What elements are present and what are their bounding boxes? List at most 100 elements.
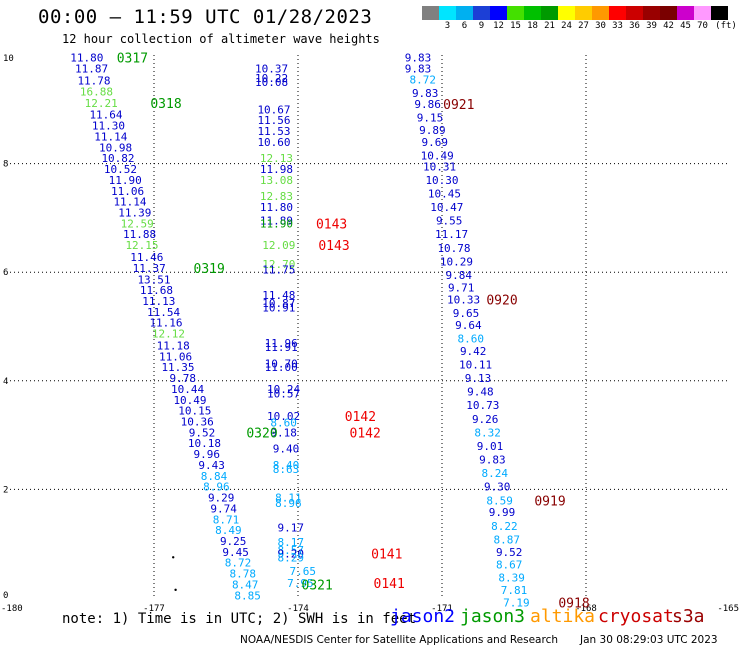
scale-label: 9	[478, 21, 485, 31]
scale-swatch	[694, 6, 711, 20]
data-point-label: 9.01	[477, 440, 504, 453]
data-point-label: 9.84	[446, 269, 473, 282]
data-point-label: 11.37	[133, 262, 166, 275]
scale-swatch	[575, 6, 592, 20]
data-point-label: 11.06	[111, 185, 144, 198]
x-tick-label: -180	[1, 604, 23, 614]
data-point-label: 12.21	[85, 97, 118, 110]
y-tick-label: 2	[3, 485, 8, 495]
y-tick-label: 0	[3, 591, 8, 601]
data-point-label: 8.96	[275, 497, 302, 510]
data-point-label: 11.88	[123, 228, 156, 241]
data-point-label: 11.53	[257, 125, 290, 138]
data-point-label: 10.47	[430, 201, 463, 214]
data-point-label: 8.71	[213, 513, 240, 526]
data-point-label: 10.44	[171, 383, 204, 396]
data-point-label: 8.72	[225, 557, 252, 570]
data-point-label: 9.18	[270, 426, 297, 439]
data-point-label: 9.25	[220, 535, 247, 548]
data-point-label: 8.87	[494, 533, 521, 546]
scale-swatch	[677, 6, 694, 20]
data-point-label: 10.30	[425, 174, 458, 187]
data-point-label: 11.35	[161, 361, 194, 374]
data-point-label: 8.60	[270, 417, 297, 430]
data-point-label: 12.70	[262, 258, 295, 271]
data-point-label: 10.36	[181, 416, 214, 429]
data-point-label: 10.22	[255, 72, 288, 85]
scale-swatch	[490, 6, 507, 20]
data-point-label: 8.78	[230, 568, 257, 581]
color-scale-labels: 3 6 9 12 15 18 21 24 27 30 33 36 39 42 45 70 (ft)	[422, 20, 737, 32]
data-point-label: 9.52	[496, 546, 523, 559]
data-point-label: 9.69	[422, 136, 449, 149]
point-marker	[172, 556, 175, 559]
data-point-label: 11.75	[262, 263, 295, 276]
data-point-label: 10.87	[262, 297, 295, 310]
data-point-label: 10.82	[101, 152, 134, 165]
data-point-label: 13.51	[137, 273, 170, 286]
data-point-label: 9.78	[170, 372, 197, 385]
pass-time-label: 0319	[194, 262, 225, 277]
pass-time-label: 0920	[486, 293, 517, 308]
data-point-label: 11.00	[265, 361, 298, 374]
data-point-label: 8.39	[498, 571, 525, 584]
data-point-label: 9.13	[465, 372, 492, 385]
scale-label: 70	[697, 21, 708, 31]
y-tick-label: 10	[3, 54, 14, 64]
data-point-label: 10.33	[447, 293, 480, 306]
data-point-label: 9.43	[198, 459, 225, 472]
data-point-label: 10.31	[423, 160, 456, 173]
data-point-label: 10.18	[188, 437, 221, 450]
data-point-label: 11.91	[265, 341, 298, 354]
legend-s3a: s3a	[672, 606, 705, 627]
data-point-label: 9.20	[278, 547, 305, 560]
scale-label: 42	[663, 21, 674, 31]
data-point-label: 7.65	[290, 565, 317, 578]
data-point-label: 9.29	[208, 492, 235, 505]
data-point-label: 9.99	[489, 506, 516, 519]
data-point-label: 11.64	[89, 109, 122, 122]
scale-swatch	[473, 6, 490, 20]
scale-swatch	[507, 6, 524, 20]
data-point-label: 12.09	[262, 239, 295, 252]
data-point-label: 11.80	[260, 201, 293, 214]
scale-label: 6	[461, 21, 468, 31]
data-point-label: 8.24	[482, 467, 509, 480]
data-point-label: 9.65	[453, 307, 480, 320]
data-point-label: 11.13	[142, 295, 175, 308]
data-point-label: 8.17	[278, 536, 305, 549]
data-point-label: 10.29	[440, 255, 473, 268]
data-point-label: 7.81	[501, 584, 528, 597]
data-point-label: 9.42	[460, 345, 487, 358]
scale-swatch	[711, 6, 728, 20]
data-point-label: 11.14	[94, 130, 127, 143]
data-point-label: 9.15	[417, 111, 444, 124]
scale-label: 27	[578, 21, 589, 31]
data-point-label: 11.90	[260, 217, 293, 230]
legend-jason3: jason3	[460, 606, 526, 627]
data-point-label: 9.64	[455, 319, 482, 332]
pass-time-label: 0142	[350, 426, 381, 441]
data-point-label: 8.32	[474, 426, 501, 439]
data-point-label: 9.83	[479, 454, 506, 467]
x-tick-label: -174	[287, 604, 309, 614]
pass-time-label: 0143	[316, 217, 347, 232]
x-tick-label: -171	[431, 604, 453, 614]
data-point-label: 10.08	[255, 76, 288, 89]
point-marker	[174, 588, 177, 592]
data-point-label: 12.15	[125, 239, 158, 252]
scale-swatch	[422, 6, 439, 20]
data-point-label: 11.98	[260, 163, 293, 176]
pass-time-label: 0321	[302, 578, 333, 593]
x-tick-label: -165	[717, 604, 739, 614]
x-tick-label: -168	[575, 604, 597, 614]
pass-time-label: 0143	[318, 239, 349, 254]
pass-time-label: 0141	[371, 547, 402, 562]
x-tick-label: -177	[143, 604, 165, 614]
data-point-label: 9.74	[210, 502, 237, 515]
scale-swatch	[558, 6, 575, 20]
data-point-label: 9.17	[278, 521, 305, 534]
data-point-label: 11.16	[149, 317, 182, 330]
data-point-label: 13.08	[260, 174, 293, 187]
legend-jason2: jason2	[390, 606, 456, 627]
